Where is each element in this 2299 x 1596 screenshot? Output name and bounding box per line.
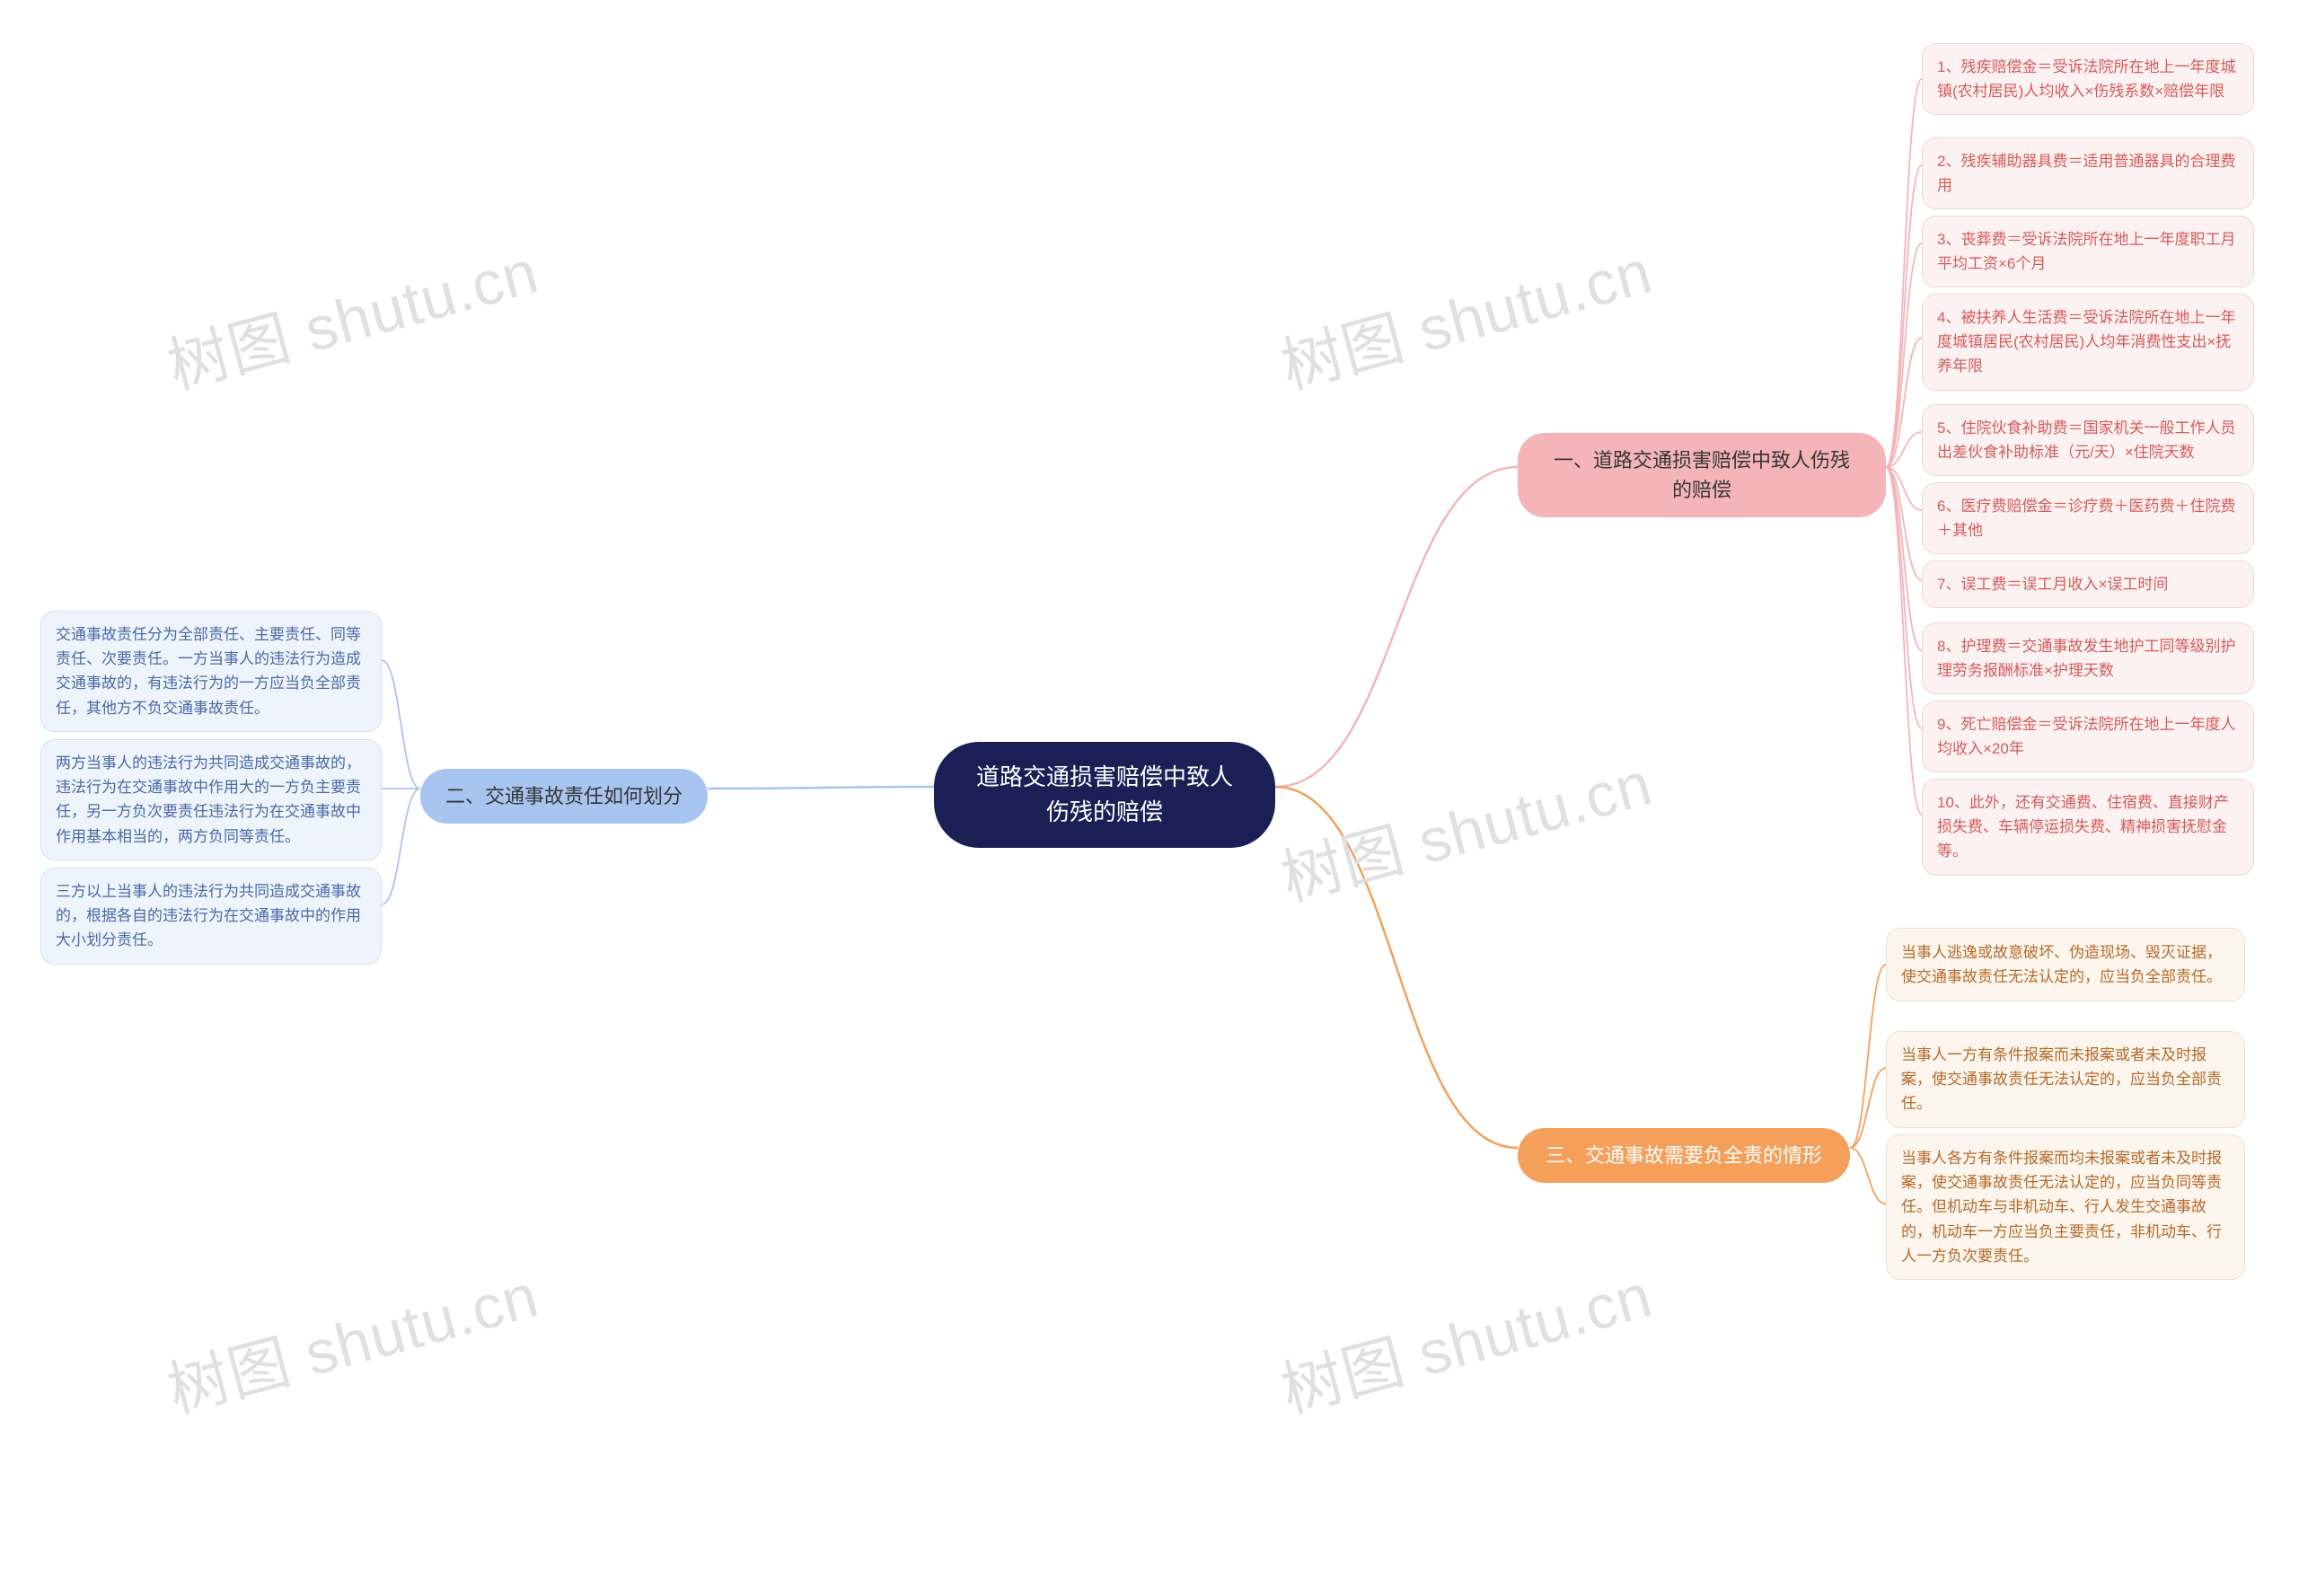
- leaf-node: 6、医疗费赔偿金＝诊疗费＋医药费＋住院费＋其他: [1922, 482, 2254, 554]
- center-node: 道路交通损害赔偿中致人伤残的赔偿: [934, 742, 1275, 848]
- leaf-node: 5、住院伙食补助费＝国家机关一般工作人员出差伙食补助标准（元/天）×住院天数: [1922, 404, 2254, 476]
- watermark: 树图 shutu.cn: [156, 1246, 546, 1430]
- leaf-node: 8、护理费＝交通事故发生地护工同等级别护理劳务报酬标准×护理天数: [1922, 622, 2254, 694]
- leaf-node: 三方以上当事人的违法行为共同造成交通事故的，根据各自的违法行为在交通事故中的作用…: [40, 868, 382, 965]
- leaf-node: 10、此外，还有交通费、住宿费、直接财产损失费、车辆停运损失费、精神损害抚慰金等…: [1922, 779, 2254, 876]
- watermark: 树图 shutu.cn: [1270, 1246, 1660, 1430]
- leaf-node: 4、被扶养人生活费＝受诉法院所在地上一年度城镇居民(农村居民)人均年消费性支出×…: [1922, 294, 2254, 391]
- leaf-node: 当事人一方有条件报案而未报案或者未及时报案，使交通事故责任无法认定的，应当负全部…: [1886, 1031, 2245, 1128]
- branch-node-b1: 一、道路交通损害赔偿中致人伤残的赔偿: [1518, 433, 1886, 517]
- leaf-node: 1、残疾赔偿金＝受诉法院所在地上一年度城镇(农村居民)人均收入×伤残系数×赔偿年…: [1922, 43, 2254, 115]
- watermark: 树图 shutu.cn: [1270, 222, 1660, 406]
- watermark: 树图 shutu.cn: [1270, 734, 1660, 918]
- branch-node-b2: 二、交通事故责任如何划分: [420, 769, 708, 824]
- leaf-node: 当事人逃逸或故意破坏、伪造现场、毁灭证据，使交通事故责任无法认定的，应当负全部责…: [1886, 928, 2245, 1001]
- leaf-node: 7、误工费＝误工月收入×误工时间: [1922, 560, 2254, 608]
- branch-node-b3: 三、交通事故需要负全责的情形: [1518, 1128, 1850, 1183]
- leaf-node: 两方当事人的违法行为共同造成交通事故的，违法行为在交通事故中作用大的一方负主要责…: [40, 739, 382, 860]
- leaf-node: 当事人各方有条件报案而均未报案或者未及时报案，使交通事故责任无法认定的，应当负同…: [1886, 1134, 2245, 1280]
- leaf-node: 3、丧葬费＝受诉法院所在地上一年度职工月平均工资×6个月: [1922, 216, 2254, 287]
- leaf-node: 交通事故责任分为全部责任、主要责任、同等责任、次要责任。一方当事人的违法行为造成…: [40, 611, 382, 732]
- leaf-node: 9、死亡赔偿金＝受诉法院所在地上一年度人均收入×20年: [1922, 701, 2254, 772]
- leaf-node: 2、残疾辅助器具费＝适用普通器具的合理费用: [1922, 137, 2254, 209]
- watermark: 树图 shutu.cn: [156, 222, 546, 406]
